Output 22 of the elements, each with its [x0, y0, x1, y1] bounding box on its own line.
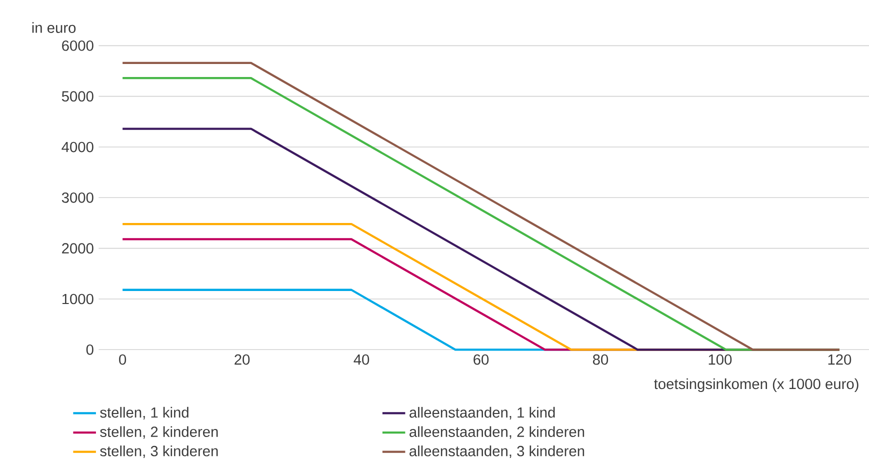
legend-label: stellen, 2 kinderen: [100, 426, 218, 439]
x-tick-label: 120: [828, 354, 852, 365]
legend-label: alleenstaanden, 1 kind: [410, 406, 555, 420]
x-tick-label: 80: [592, 354, 608, 365]
legend-label: alleenstaanden, 2 kinderen: [410, 426, 584, 439]
x-axis-title: toetsingsinkomen (x 1000 euro): [654, 378, 858, 392]
y-tick-label: 6000: [62, 40, 94, 51]
legend-label: stellen, 1 kind: [100, 406, 188, 420]
y-tick-label: 4000: [62, 142, 94, 152]
legend-label: alleenstaanden, 3 kinderen: [410, 446, 584, 458]
y-tick-label: 5000: [62, 91, 94, 102]
legend-label: stellen, 3 kinderen: [100, 446, 218, 458]
x-tick-label: 100: [708, 354, 732, 365]
y-tick-label: 1000: [62, 294, 94, 304]
y-tick-label: 3000: [62, 192, 94, 203]
y-axis-title: in euro: [32, 22, 76, 33]
x-tick-label: 40: [354, 354, 370, 365]
x-tick-label: 60: [474, 354, 489, 365]
y-tick-label: 2000: [62, 243, 94, 254]
y-tick-label: 0: [86, 344, 94, 355]
x-tick-label: 0: [119, 354, 126, 365]
x-tick-label: 20: [234, 354, 250, 365]
